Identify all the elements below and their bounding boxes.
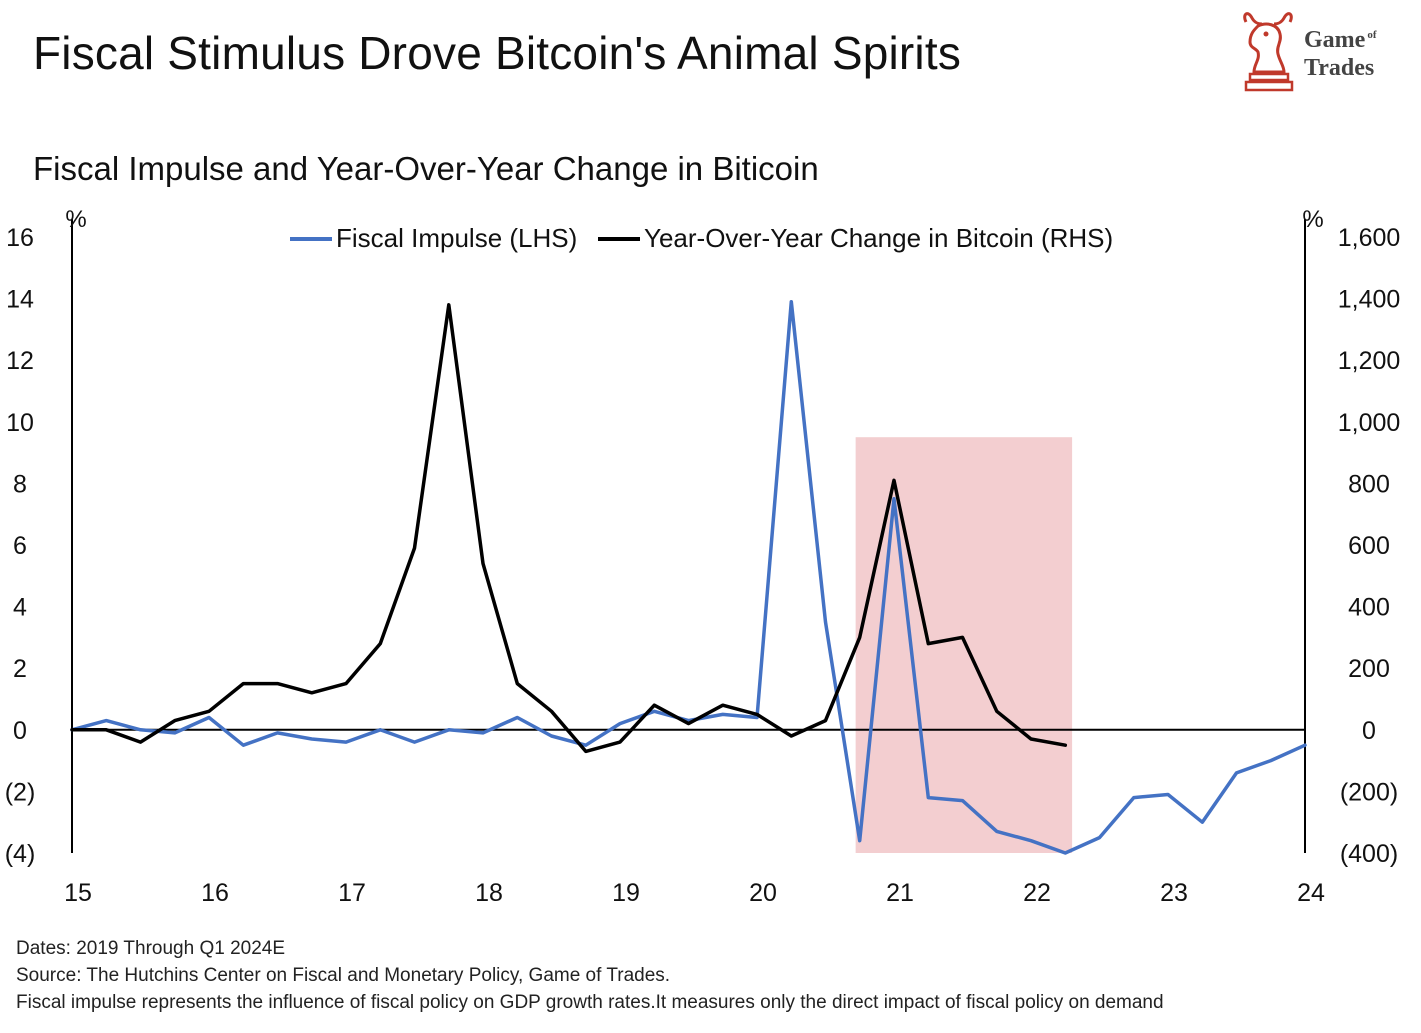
left-axis-unit: % bbox=[65, 206, 86, 233]
bull-chess-knight-icon bbox=[1243, 12, 1294, 92]
bitcoin-yoy-line bbox=[70, 303, 1068, 754]
legend-label-bitcoin-yoy: Year-Over-Year Change in Bitcoin (RHS) bbox=[644, 223, 1113, 253]
x-tick-label: 22 bbox=[1023, 879, 1051, 907]
legend: Fiscal Impulse (LHS) Year-Over-Year Chang… bbox=[290, 223, 1113, 253]
note-definition: Fiscal impulse represents the influence … bbox=[16, 992, 1164, 1013]
right-tick-label: (400) bbox=[1340, 840, 1398, 868]
x-tick-label: 21 bbox=[886, 879, 914, 907]
left-tick-label: 6 bbox=[13, 532, 27, 560]
x-tick-label: 18 bbox=[475, 879, 503, 907]
chart-subtitle: Fiscal Impulse and Year-Over-Year Change… bbox=[33, 150, 819, 187]
legend-label-fiscal-impulse: Fiscal Impulse (LHS) bbox=[336, 223, 577, 253]
x-tick-label: 16 bbox=[201, 879, 229, 907]
left-tick-label: 10 bbox=[6, 409, 34, 437]
left-tick-label: 2 bbox=[13, 655, 27, 683]
note-source: Source: The Hutchins Center on Fiscal an… bbox=[16, 965, 671, 986]
x-tick-label: 24 bbox=[1297, 879, 1325, 907]
left-tick-label: 4 bbox=[13, 594, 27, 622]
right-tick-label: 1,200 bbox=[1338, 347, 1401, 375]
logo-line1-small: of bbox=[1367, 29, 1377, 41]
left-tick-label: 12 bbox=[6, 347, 34, 375]
right-tick-label: 600 bbox=[1348, 532, 1390, 560]
right-tick-label: 200 bbox=[1348, 655, 1390, 683]
game-of-trades-logo: Game of Trades bbox=[1236, 8, 1411, 98]
x-tick-label: 23 bbox=[1160, 879, 1188, 907]
right-tick-label: 800 bbox=[1348, 470, 1390, 498]
left-tick-label: 8 bbox=[13, 470, 27, 498]
right-tick-label: 1,400 bbox=[1338, 286, 1401, 314]
right-tick-label: 1,600 bbox=[1338, 224, 1401, 252]
logo-line1: Game bbox=[1304, 27, 1366, 53]
chart-title: Fiscal Stimulus Drove Bitcoin's Animal S… bbox=[33, 27, 962, 79]
left-tick-label: 0 bbox=[13, 717, 27, 745]
right-tick-label: 400 bbox=[1348, 594, 1390, 622]
x-tick-label: 15 bbox=[64, 879, 92, 907]
fiscal-impulse-line bbox=[70, 299, 1307, 855]
right-tick-label: 1,000 bbox=[1338, 409, 1401, 437]
right-tick-label: 0 bbox=[1362, 717, 1376, 745]
right-axis-unit: % bbox=[1302, 206, 1323, 233]
chart-notes: Dates: 2019 Through Q1 2024E Source: The… bbox=[16, 935, 1164, 1016]
series-layer bbox=[70, 299, 1307, 855]
line-chart: % %1614121086420(2)(4)1,6001,4001,2001,00… bbox=[5, 206, 1401, 907]
right-tick-label: (200) bbox=[1340, 778, 1398, 806]
logo-line2: Trades bbox=[1304, 55, 1375, 81]
left-tick-label: (4) bbox=[5, 840, 36, 868]
note-dates: Dates: 2019 Through Q1 2024E bbox=[16, 938, 286, 959]
left-tick-label: 16 bbox=[6, 224, 34, 252]
x-tick-label: 17 bbox=[338, 879, 366, 907]
left-tick-label: (2) bbox=[5, 778, 36, 806]
x-tick-label: 20 bbox=[749, 879, 777, 907]
left-tick-label: 14 bbox=[6, 286, 34, 314]
x-tick-label: 19 bbox=[612, 879, 640, 907]
logo-wordmark: Game of Trades bbox=[1304, 28, 1376, 80]
axes-layer: % %1614121086420(2)(4)1,6001,4001,2001,00… bbox=[5, 206, 1401, 907]
